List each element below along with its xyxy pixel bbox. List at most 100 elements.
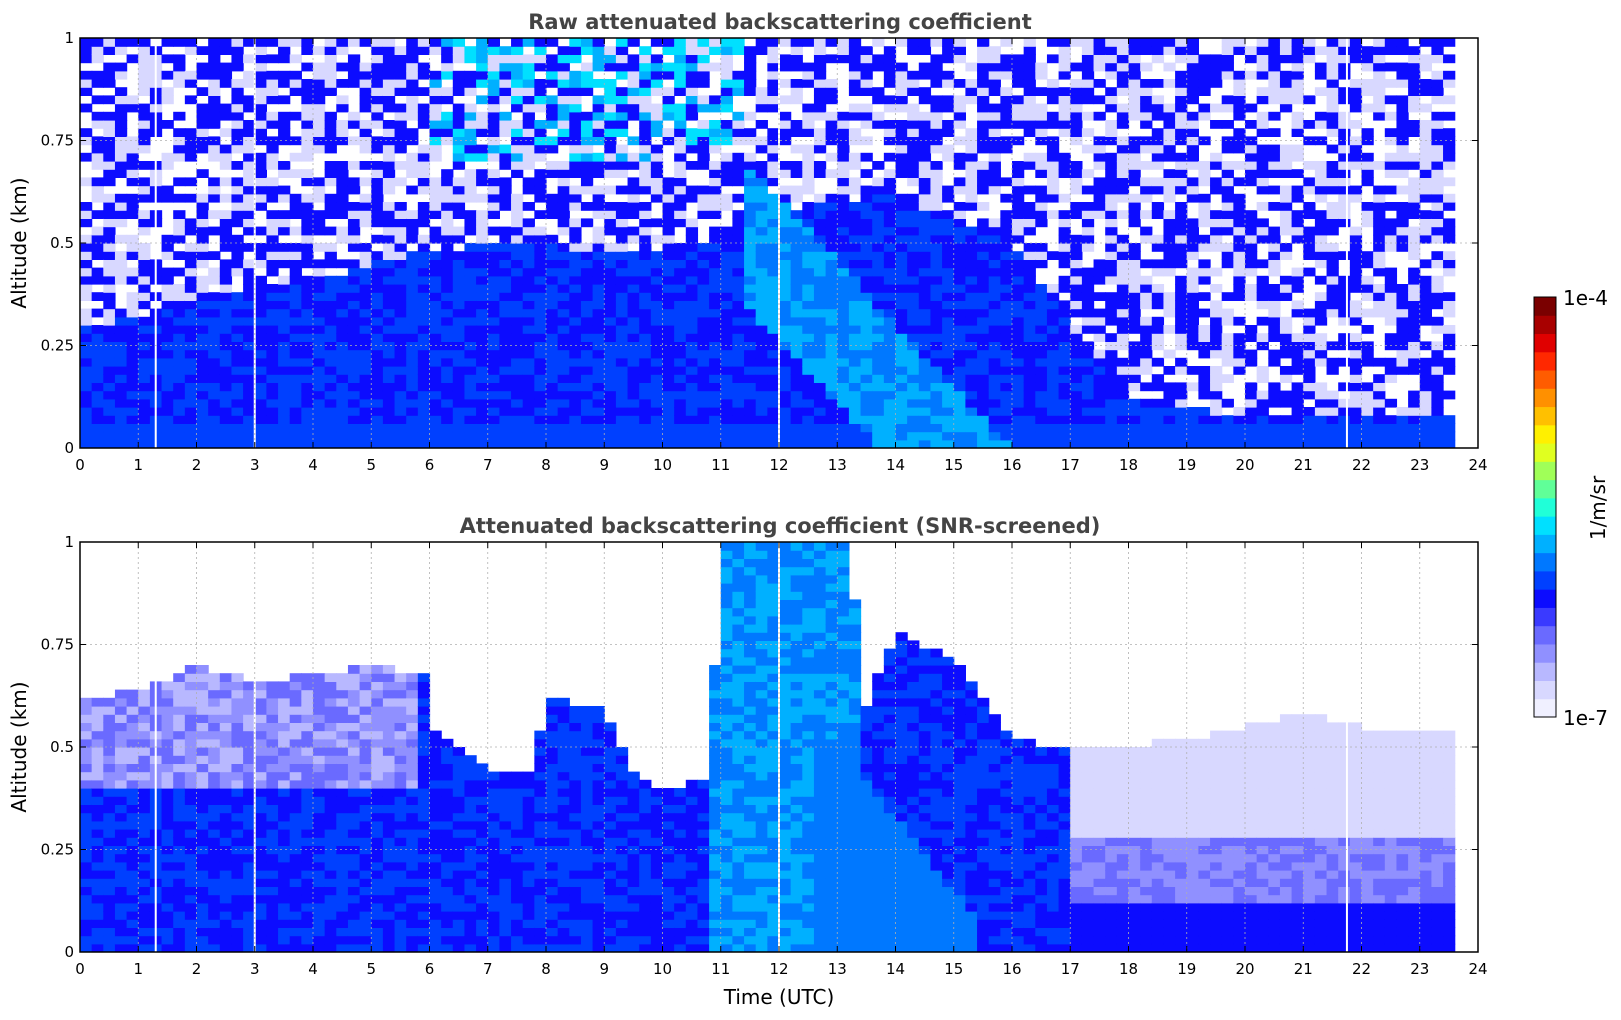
heatmap-cell: [837, 300, 850, 310]
heatmap-cell: [441, 185, 454, 195]
heatmap-cell: [1000, 415, 1013, 424]
heatmap-cell: [289, 308, 302, 318]
heatmap-cell: [1093, 177, 1106, 187]
heatmap-cell: [1163, 128, 1176, 137]
heatmap-cell: [254, 152, 267, 162]
heatmap-cell: [627, 136, 640, 146]
heatmap-cell: [662, 95, 675, 105]
heatmap-cell: [499, 243, 512, 252]
heatmap-cell: [1000, 382, 1013, 392]
heatmap-cell: [825, 333, 838, 342]
heatmap-cell: [1256, 415, 1269, 424]
heatmap-cell: [732, 382, 745, 392]
heatmap-cell: [639, 70, 652, 80]
heatmap-cell: [883, 382, 897, 392]
heatmap-cell: [114, 218, 128, 228]
heatmap-cell: [1431, 111, 1444, 121]
heatmap-cell: [953, 316, 966, 326]
heatmap-cell: [91, 325, 104, 334]
heatmap-cell: [126, 325, 139, 334]
heatmap-cell: [452, 292, 466, 301]
heatmap-cell: [231, 259, 244, 269]
heatmap-cell: [1256, 144, 1269, 154]
heatmap-cell: [1140, 292, 1153, 301]
heatmap-cell: [231, 120, 244, 129]
heatmap-cell: [184, 300, 198, 310]
heatmap-cell: [499, 193, 512, 203]
heatmap-cell: [126, 161, 139, 170]
heatmap-cell: [196, 284, 209, 293]
heatmap-cell: [1186, 218, 1199, 228]
heatmap-cell: [615, 357, 629, 367]
heatmap-cell: [266, 382, 279, 392]
heatmap-cell: [720, 267, 733, 277]
heatmap-cell: [103, 439, 116, 448]
heatmap-cell: [837, 308, 850, 318]
heatmap-cell: [1116, 152, 1130, 162]
heatmap-cell: [1338, 70, 1351, 80]
heatmap-cell: [1046, 390, 1060, 400]
heatmap-cell: [674, 333, 687, 342]
heatmap-cell: [860, 111, 873, 121]
heatmap-cell: [650, 70, 664, 80]
heatmap-cell: [1093, 185, 1106, 195]
heatmap-cell: [382, 95, 396, 105]
heatmap-cell: [569, 251, 582, 260]
heatmap-cell: [138, 251, 151, 260]
heatmap-cell: [452, 275, 466, 285]
heatmap-cell: [557, 259, 570, 269]
heatmap-cell: [930, 54, 943, 64]
heatmap-cell: [1116, 243, 1130, 252]
heatmap-cell: [685, 275, 699, 285]
heatmap-cell: [336, 193, 349, 203]
heatmap-cell: [615, 415, 629, 424]
heatmap-cell: [1151, 259, 1165, 269]
heatmap-cell: [1303, 357, 1316, 367]
heatmap-cell: [1151, 284, 1165, 293]
heatmap-cell: [988, 111, 1001, 121]
heatmap-cell: [80, 251, 93, 260]
heatmap-cell: [1081, 284, 1095, 293]
heatmap-cell: [1373, 185, 1386, 195]
heatmap-cell: [895, 439, 908, 448]
heatmap-cell: [1361, 382, 1374, 392]
heatmap-cell: [1373, 218, 1386, 228]
heatmap-cell: [254, 169, 267, 178]
heatmap-cell: [569, 390, 582, 400]
heatmap-cell: [231, 267, 244, 277]
heatmap-cell: [825, 243, 838, 252]
heatmap-cell: [674, 308, 687, 318]
heatmap-cell: [988, 390, 1001, 400]
heatmap-cell: [464, 169, 477, 178]
heatmap-cell: [907, 70, 920, 80]
heatmap-cell: [441, 284, 454, 293]
heatmap-cell: [1233, 251, 1246, 260]
heatmap-cell: [452, 103, 466, 113]
heatmap-cell: [662, 431, 675, 441]
heatmap-cell: [1373, 267, 1386, 277]
heatmap-cell: [1338, 382, 1351, 392]
heatmap-cell: [883, 79, 897, 88]
heatmap-cell: [464, 210, 477, 219]
heatmap-cell: [1349, 366, 1363, 375]
heatmap-cell: [1012, 308, 1025, 318]
heatmap-cell: [1000, 398, 1013, 408]
heatmap-cell: [336, 415, 349, 424]
heatmap-cell: [977, 259, 990, 269]
heatmap-cell: [580, 120, 594, 129]
heatmap-cell: [1210, 439, 1223, 448]
heatmap-cell: [452, 177, 466, 187]
heatmap-cell: [953, 374, 966, 383]
heatmap-cell: [1431, 284, 1444, 293]
heatmap-cell: [860, 62, 873, 72]
heatmap-cell: [790, 300, 803, 310]
heatmap-cell: [965, 431, 978, 441]
heatmap-cell: [534, 292, 547, 301]
heatmap-cell: [790, 251, 803, 260]
heatmap-cell: [1326, 284, 1339, 293]
heatmap-cell: [126, 54, 139, 64]
heatmap-cell: [1291, 54, 1304, 64]
heatmap-cell: [1314, 218, 1328, 228]
heatmap-cell: [347, 333, 361, 342]
heatmap-cell: [278, 333, 291, 342]
